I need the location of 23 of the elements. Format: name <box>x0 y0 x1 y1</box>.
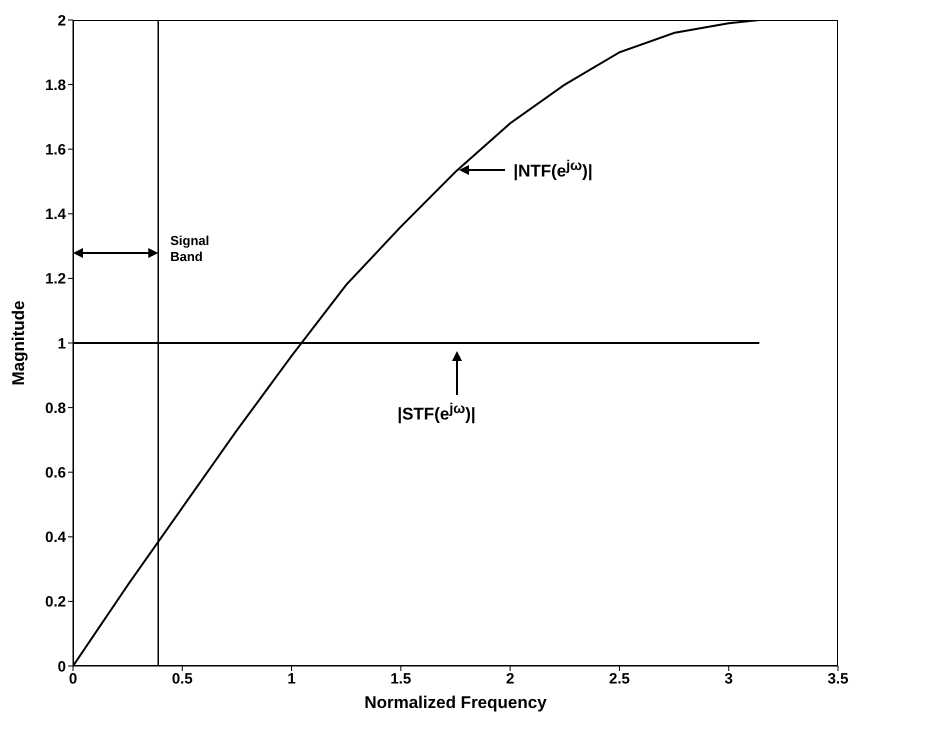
ref-line-label: Signal Band <box>170 233 210 266</box>
y-tick-label: 2 <box>58 12 66 30</box>
x-tick-label: 1.5 <box>390 670 412 688</box>
x-tick-label: 2 <box>506 670 514 688</box>
x-tick-label: 1 <box>287 670 296 688</box>
x-tick-label: 3 <box>724 670 733 688</box>
y-axis-title: Magnitude <box>9 300 28 386</box>
y-tick-label: 1.6 <box>45 142 66 159</box>
y-tick-label: 0 <box>58 658 66 676</box>
annotation: |STF(e$^{jω}$)| <box>397 401 476 425</box>
x-tick-label: 3.5 <box>828 670 848 688</box>
y-tick-label: 0.2 <box>45 594 66 611</box>
y-tick-label: 1 <box>58 335 66 352</box>
y-tick-label: 1.4 <box>45 206 67 224</box>
x-axis-title: Normalized Frequency <box>364 693 548 712</box>
x-tick-label: 0.5 <box>172 670 193 688</box>
y-tick-label: 0.6 <box>45 464 66 482</box>
y-tick-label: 1.8 <box>45 76 66 94</box>
y-tick-label: 1.2 <box>45 270 66 288</box>
annotation: |NTF(e$^{jω}$)| <box>513 158 593 182</box>
y-tick-label: 0.4 <box>45 529 67 546</box>
x-tick-label: 2.5 <box>609 670 630 688</box>
y-tick-label: 0.8 <box>45 400 66 417</box>
